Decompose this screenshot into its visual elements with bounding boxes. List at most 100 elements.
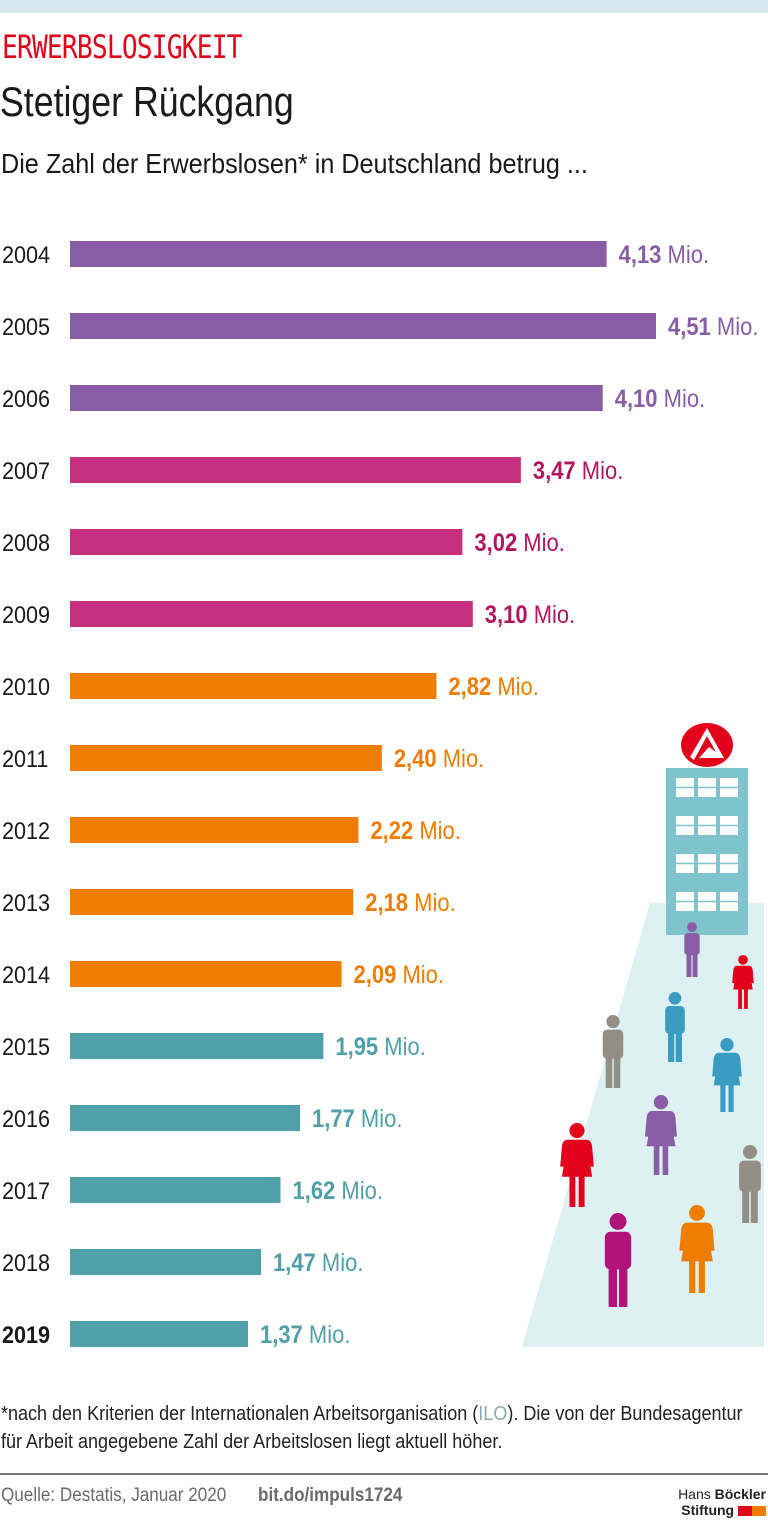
- year-label: 2018: [2, 1249, 50, 1276]
- value-number: 4,51: [668, 313, 711, 341]
- bar-2009: [70, 601, 473, 627]
- year-label: 2007: [2, 457, 50, 484]
- bar-2013: [70, 889, 354, 915]
- bar-2010: [70, 673, 437, 699]
- year-label: 2019: [2, 1321, 50, 1348]
- bar-2018: [70, 1249, 262, 1275]
- value-label: 4,51 Mio.: [668, 313, 758, 341]
- value-number: 3,47: [533, 457, 576, 485]
- value-label: 2,40 Mio.: [394, 745, 484, 773]
- year-label: 2013: [2, 889, 50, 916]
- woman-icon: [712, 1038, 742, 1112]
- value-number: 1,37: [260, 1321, 303, 1349]
- value-unit: Mio.: [413, 817, 461, 845]
- building-icon: [666, 768, 748, 935]
- logo-text: Hans: [678, 1486, 711, 1502]
- value-label: 1,77 Mio.: [312, 1105, 402, 1133]
- bar-2006: [70, 385, 603, 411]
- man-icon: [684, 922, 700, 977]
- value-label: 1,37 Mio.: [260, 1321, 350, 1349]
- value-number: 4,10: [615, 385, 658, 413]
- year-label: 2008: [2, 529, 50, 556]
- value-label: 2,22 Mio.: [370, 817, 460, 845]
- value-unit: Mio.: [355, 1105, 403, 1133]
- top-band: [0, 0, 768, 13]
- value-number: 4,13: [619, 241, 662, 269]
- illustration: [522, 723, 764, 1347]
- footnote-ilo: ILO: [478, 1403, 508, 1425]
- kicker: ERWERBSLOSIGKEIT: [2, 28, 242, 66]
- value-number: 2,09: [354, 961, 397, 989]
- bar-2017: [70, 1177, 281, 1203]
- value-number: 2,22: [370, 817, 413, 845]
- man-icon: [604, 1213, 632, 1307]
- year-label: 2014: [2, 961, 50, 988]
- year-label: 2017: [2, 1177, 50, 1204]
- value-unit: Mio.: [378, 1033, 426, 1061]
- value-label: 4,13 Mio.: [619, 241, 709, 269]
- footnote: *nach den Kriterien der Internationalen …: [1, 1400, 766, 1456]
- bar-2016: [70, 1105, 300, 1131]
- bar-2005: [70, 313, 656, 339]
- logo-text-line2: Stiftung: [681, 1502, 735, 1518]
- bar-2008: [70, 529, 463, 555]
- value-label: 1,47 Mio.: [273, 1249, 363, 1277]
- value-unit: Mio.: [711, 313, 759, 341]
- logo-red-square: [738, 1506, 752, 1517]
- value-unit: Mio.: [396, 961, 444, 989]
- man-icon: [739, 1145, 761, 1223]
- bar-2015: [70, 1033, 324, 1059]
- value-unit: Mio.: [517, 529, 565, 557]
- year-label: 2011: [2, 745, 48, 772]
- year-label: 2016: [2, 1105, 50, 1132]
- value-unit: Mio.: [335, 1177, 383, 1205]
- year-label: 2004: [2, 241, 50, 268]
- value-unit: Mio.: [408, 889, 456, 917]
- year-label: 2005: [2, 313, 50, 340]
- value-unit: Mio.: [576, 457, 624, 485]
- value-unit: Mio.: [491, 673, 539, 701]
- value-label: 1,62 Mio.: [292, 1177, 382, 1205]
- hans-boeckler-logo: Hans Böckler Stiftung: [678, 1486, 766, 1518]
- value-number: 1,95: [335, 1033, 378, 1061]
- value-number: 2,18: [365, 889, 408, 917]
- value-unit: Mio.: [528, 601, 576, 629]
- woman-icon: [645, 1095, 677, 1175]
- path-shape: [522, 903, 764, 1347]
- value-number: 1,47: [273, 1249, 316, 1277]
- logo-text-bold: Böckler: [714, 1486, 766, 1502]
- value-label: 2,09 Mio.: [354, 961, 444, 989]
- logo-orange-square: [752, 1506, 766, 1517]
- bar-chart: 2004 4,13 Mio.2005 4,51 Mio.2006 4,10 Mio.2…: [2, 241, 764, 1349]
- man-icon: [602, 1015, 624, 1088]
- value-label: 3,10 Mio.: [485, 601, 575, 629]
- woman-icon: [679, 1205, 715, 1293]
- value-unit: Mio.: [661, 241, 709, 269]
- bar-2012: [70, 817, 359, 843]
- value-label: 1,95 Mio.: [335, 1033, 425, 1061]
- subtitle: Die Zahl der Erwerbslosen* in Deutschlan…: [1, 148, 588, 179]
- man-icon: [665, 992, 685, 1062]
- value-number: 2,82: [448, 673, 491, 701]
- value-label: 2,82 Mio.: [448, 673, 538, 701]
- year-label: 2009: [2, 601, 50, 628]
- divider: [0, 1473, 768, 1475]
- value-label: 3,02 Mio.: [474, 529, 564, 557]
- bar-2007: [70, 457, 521, 483]
- value-unit: Mio.: [658, 385, 706, 413]
- page-title: Stetiger Rückgang: [0, 78, 294, 125]
- year-label: 2015: [2, 1033, 50, 1060]
- woman-icon: [732, 955, 754, 1009]
- value-number: 3,10: [485, 601, 528, 629]
- year-label: 2010: [2, 673, 50, 700]
- source-link[interactable]: bit.do/impuls1724: [258, 1485, 403, 1506]
- footnote-text: *nach den Kriterien der Internationalen …: [1, 1403, 479, 1425]
- value-label: 2,18 Mio.: [365, 889, 455, 917]
- value-unit: Mio.: [437, 745, 485, 773]
- year-label: 2012: [2, 817, 50, 844]
- bar-2004: [70, 241, 607, 267]
- value-number: 1,62: [292, 1177, 335, 1205]
- bar-2014: [70, 961, 342, 987]
- year-label: 2006: [2, 385, 50, 412]
- value-label: 3,47 Mio.: [533, 457, 623, 485]
